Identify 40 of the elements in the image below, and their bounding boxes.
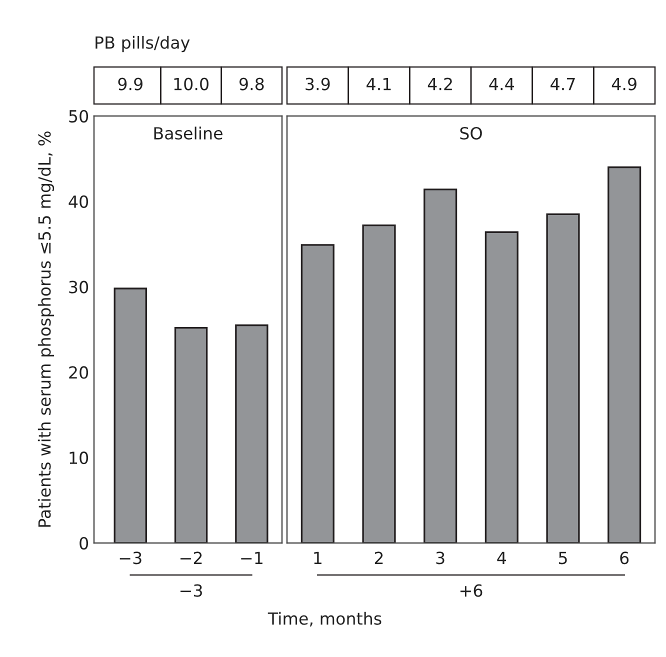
x-tick-label: 4 — [497, 552, 506, 564]
bar — [235, 324, 268, 543]
x-tick-label: 5 — [558, 552, 567, 564]
y-tick-label: 40 — [68, 195, 88, 208]
bar — [114, 288, 147, 543]
bar — [300, 244, 334, 543]
text: Baseline — [154, 126, 222, 140]
text: 4.1 — [366, 78, 391, 90]
y-tick-label: 20 — [69, 366, 88, 379]
text: 4.7 — [550, 78, 575, 90]
text: 4.4 — [489, 78, 514, 90]
text: 10.0 — [174, 78, 208, 90]
y-tick-label: 50 — [69, 110, 88, 123]
text: 3.9 — [306, 78, 330, 90]
x-tick-label: −3 — [120, 552, 142, 564]
text: +6 — [460, 584, 482, 597]
y-tick-label: 10 — [70, 452, 88, 464]
bar — [424, 188, 458, 543]
text: 9.9 — [118, 78, 142, 90]
text: SO — [460, 126, 482, 140]
x-tick-label: 3 — [436, 552, 444, 564]
bar — [362, 224, 396, 543]
text: 4.9 — [612, 78, 636, 90]
bar — [484, 231, 518, 543]
bar — [546, 213, 580, 543]
y-tick-label: 0 — [80, 536, 88, 550]
x-tick-label: −1 — [241, 552, 262, 564]
text: 9.8 — [239, 78, 264, 90]
x-tick-label: 2 — [374, 552, 383, 564]
x-tick-label: 1 — [314, 552, 322, 564]
bar — [174, 326, 208, 543]
text: PB pills/day — [96, 36, 190, 52]
text: −3 — [180, 584, 202, 597]
y-tick-label: 30 — [69, 280, 88, 294]
text: 4.2 — [428, 78, 452, 90]
x-tick-label: 6 — [620, 552, 629, 564]
x-axis-title: Time, months — [268, 612, 382, 627]
x-tick-label: −2 — [180, 552, 202, 564]
y-axis-title: Patients with serum phosphorus ≤5.5 mg/dL, % — [38, 132, 54, 527]
bar — [608, 166, 642, 543]
